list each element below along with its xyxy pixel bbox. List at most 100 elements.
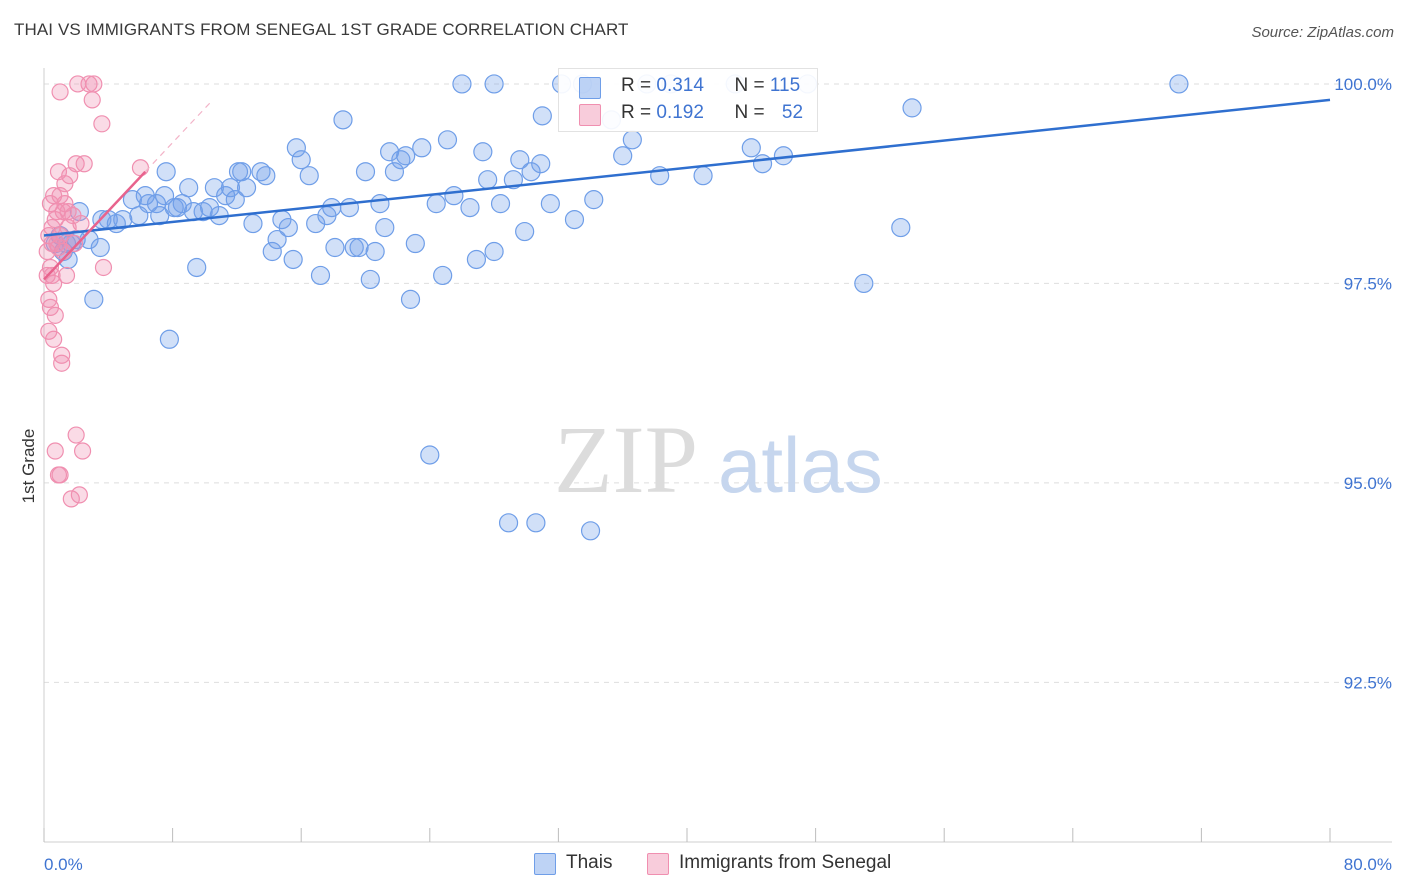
point-thais	[622, 130, 642, 150]
point-thais	[405, 233, 425, 254]
point-thais	[278, 217, 298, 238]
point-thais	[1169, 74, 1189, 94]
watermark-atlas: atlas	[718, 421, 883, 509]
point-thais	[498, 513, 519, 533]
point-senegal	[46, 442, 64, 460]
n-label: N =	[734, 75, 765, 96]
point-thais	[433, 265, 453, 286]
source-label: Source: ZipAtlas.com	[1251, 24, 1394, 41]
point-thais	[225, 190, 245, 210]
point-thais	[484, 74, 504, 94]
point-thais	[344, 237, 364, 258]
r-label: R =	[621, 75, 652, 96]
series-thais	[45, 74, 1189, 541]
point-thais	[179, 178, 199, 198]
point-thais	[412, 138, 432, 158]
point-thais	[291, 150, 311, 170]
point-senegal	[131, 159, 150, 177]
point-thais	[426, 194, 446, 214]
point-thais	[503, 170, 523, 190]
tick-labels: 92.5% 95.0% 97.5% 100.0% 0.0% 80.0%	[44, 75, 1392, 874]
legend-label-thais: Thais	[566, 852, 613, 873]
point-thais	[322, 198, 342, 218]
y-tick-label: 92.5%	[1344, 673, 1392, 692]
point-thais	[540, 194, 560, 214]
point-thais	[854, 273, 874, 294]
stats-legend: R = 0.314 N = 115 R = 0.192 N = 52	[558, 68, 818, 132]
point-thais	[243, 213, 263, 234]
point-thais	[220, 178, 241, 198]
point-thais	[460, 198, 480, 218]
point-thais	[396, 146, 416, 166]
point-senegal	[83, 91, 101, 109]
point-thais	[521, 162, 541, 182]
point-thais	[370, 194, 390, 214]
point-thais	[156, 162, 176, 182]
point-thais	[310, 265, 331, 286]
x-tick-label: 0.0%	[44, 855, 83, 874]
point-thais	[478, 170, 498, 190]
point-senegal	[73, 442, 92, 460]
point-thais	[466, 249, 487, 270]
point-thais	[375, 217, 395, 238]
point-thais	[584, 190, 604, 210]
point-thais	[515, 221, 535, 242]
point-thais	[333, 110, 353, 130]
legend-swatch-pink	[579, 104, 601, 126]
point-thais	[267, 229, 287, 250]
point-thais	[187, 257, 207, 278]
point-thais	[693, 166, 713, 186]
y-tick-label: 97.5%	[1344, 274, 1392, 293]
point-thais	[232, 162, 252, 182]
point-senegal	[59, 203, 77, 221]
point-senegal	[70, 486, 88, 504]
axes	[43, 68, 1392, 843]
swatch-senegal	[647, 853, 669, 875]
point-thais	[891, 217, 911, 238]
y-tick-label: 100.0%	[1334, 75, 1392, 94]
point-thais	[355, 162, 376, 182]
chart-title: THAI VS IMMIGRANTS FROM SENEGAL 1ST GRAD…	[14, 20, 629, 39]
y-axis-label: 1st Grade	[19, 429, 38, 504]
point-thais	[283, 249, 303, 270]
legend-text: R = 0.192 N = 52	[621, 102, 803, 124]
point-thais	[526, 513, 546, 533]
point-thais	[204, 178, 224, 198]
watermark-zip: ZIP	[554, 406, 698, 513]
point-thais	[306, 213, 326, 234]
point-thais	[159, 329, 179, 349]
point-thais	[262, 241, 282, 262]
point-thais	[349, 237, 369, 258]
point-senegal	[72, 214, 90, 233]
point-thais	[138, 194, 159, 214]
point-thais	[286, 138, 306, 158]
point-thais	[380, 142, 400, 162]
grid-lines	[44, 83, 1392, 683]
point-thais	[400, 289, 421, 309]
point-senegal	[75, 155, 93, 173]
point-senegal	[62, 490, 80, 508]
swatch-thais	[534, 853, 556, 875]
point-thais	[613, 146, 633, 166]
point-thais	[90, 237, 110, 258]
y-tick-label: 95.0%	[1344, 474, 1392, 493]
point-thais	[360, 269, 380, 290]
point-thais	[236, 178, 257, 198]
point-thais	[384, 162, 405, 182]
point-thais	[113, 209, 133, 230]
legend-swatch-blue	[579, 77, 601, 99]
r-label: R =	[621, 102, 652, 123]
point-thais	[437, 130, 458, 150]
point-thais	[325, 237, 345, 258]
point-senegal	[51, 83, 69, 101]
n-label: N =	[734, 102, 765, 123]
legend-label-senegal: Immigrants from Senegal	[679, 852, 892, 873]
point-thais	[199, 198, 220, 218]
point-senegal	[57, 266, 76, 285]
point-senegal	[43, 266, 61, 285]
r-value: 0.314	[656, 75, 704, 96]
point-thais	[365, 241, 385, 262]
point-thais	[490, 194, 511, 214]
series-senegal	[38, 75, 150, 508]
